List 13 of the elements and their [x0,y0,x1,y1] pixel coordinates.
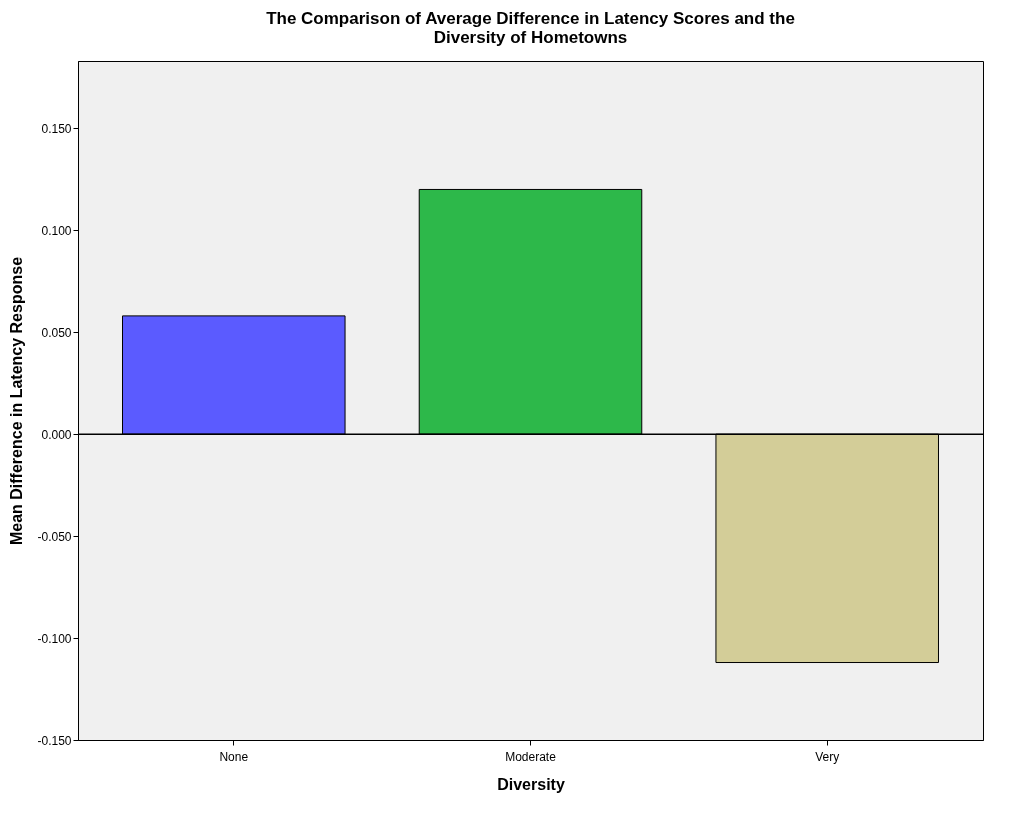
y-tick-label: 0.150 [41,121,72,136]
y-axis-title: Mean Difference in Latency Response [8,256,26,546]
chart-title: The Comparison of Average Difference in Latency Scores and the Diversity of Hometowns [266,9,795,47]
y-tick-label: -0.050 [37,529,72,544]
x-tick-label: Very [815,749,840,764]
x-tick-label: Moderate [505,749,557,764]
y-tick-label: 0.050 [41,325,72,340]
y-tick-label: 0.100 [41,223,72,238]
x-tick-label: None [219,749,249,764]
y-tick-label: 0.000 [41,427,72,442]
y-tick-label: -0.100 [37,631,72,646]
x-axis-title: Diversity [497,775,565,793]
y-tick-label: -0.150 [37,733,72,748]
